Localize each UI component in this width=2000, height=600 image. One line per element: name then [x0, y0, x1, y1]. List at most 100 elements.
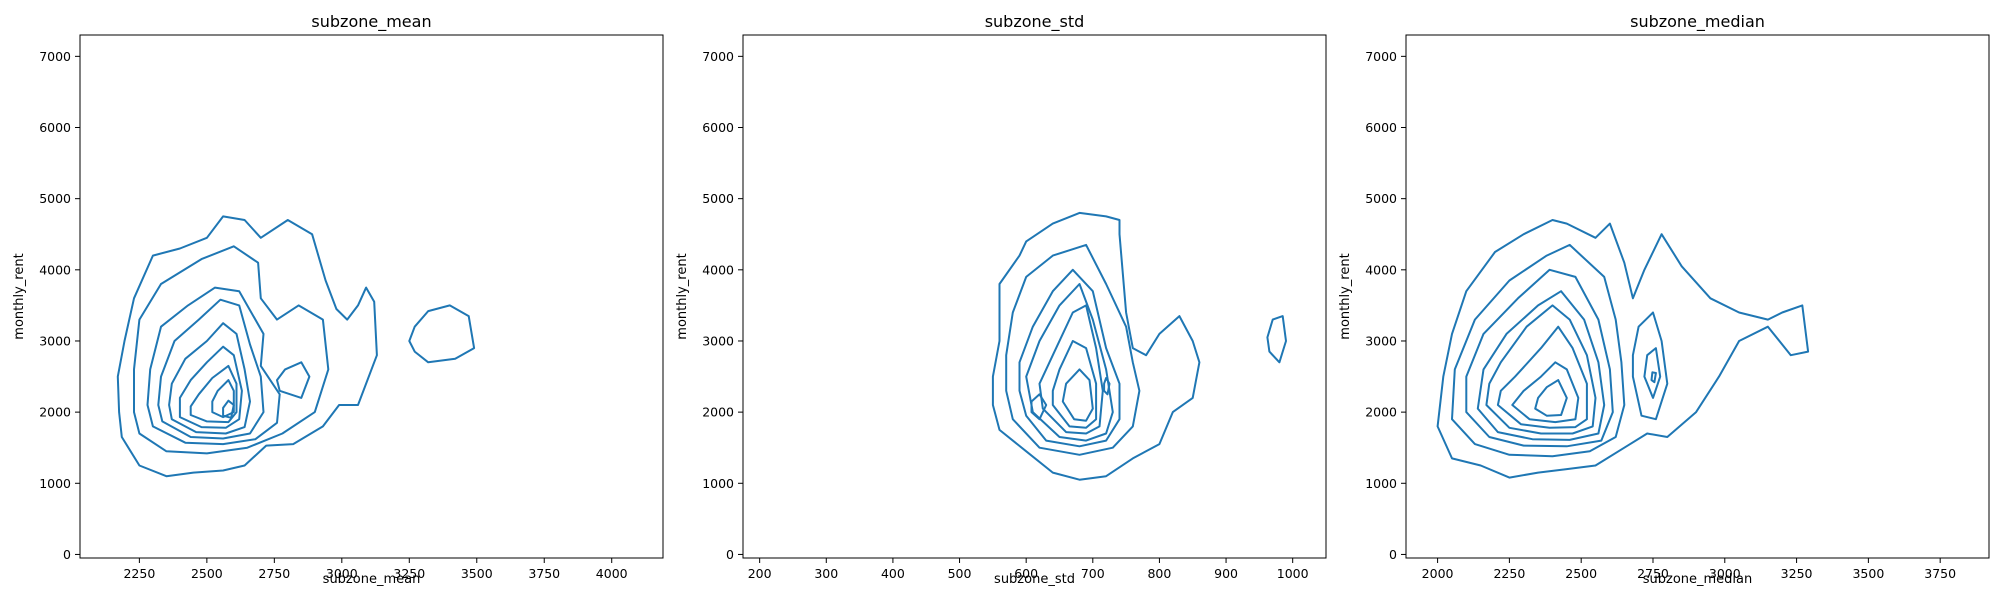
- y-tick-label: 3000: [1365, 333, 1397, 348]
- contour-line-6: [1496, 325, 1588, 429]
- kde-contours: [1436, 219, 1810, 479]
- y-tick-label: 6000: [39, 120, 71, 135]
- x-tick-label: 400: [881, 566, 905, 581]
- contour-line-3: [146, 286, 281, 446]
- y-tick-label: 0: [726, 547, 734, 562]
- contour-line-5: [168, 322, 251, 435]
- y-axis-label: monthly_rent: [675, 253, 690, 339]
- x-tick-label: 3750: [1924, 566, 1956, 581]
- plot-area-frame: [79, 34, 664, 559]
- x-tick-label: 2500: [1565, 566, 1597, 581]
- x-tick-label: 2750: [1637, 566, 1669, 581]
- x-tick-label: 1000: [1277, 566, 1309, 581]
- x-tick-label: 3000: [326, 566, 358, 581]
- contour-line-1: [1436, 219, 1810, 479]
- y-tick-label: 3000: [39, 333, 71, 348]
- subplot-subzone-median: subzone_median subzone_median monthly_re…: [1338, 12, 1990, 587]
- panel-title: subzone_median: [1630, 12, 1765, 32]
- contour-line-10: [1643, 347, 1662, 399]
- contour-line-8: [1534, 379, 1568, 417]
- contour-line-8: [1030, 393, 1048, 421]
- x-axis-label: subzone_mean: [323, 572, 421, 587]
- y-tick-label: 4000: [1365, 262, 1397, 277]
- contour-line-1: [991, 211, 1201, 481]
- x-tick-label: 700: [1081, 566, 1105, 581]
- ticks: 2250 2500 2750 3000 3250 3500 3750 4000 0 1000 200…: [39, 49, 627, 581]
- ticks: 2000 2250 2500 2750 3000 3250 3500 3750 0 1000 200…: [1365, 49, 1956, 581]
- x-tick-label: 800: [1147, 566, 1171, 581]
- contour-line-10: [276, 361, 311, 399]
- contour-line-5: [1485, 304, 1597, 435]
- contour-line-3: [1465, 268, 1614, 448]
- y-tick-label: 5000: [1365, 191, 1397, 206]
- y-tick-label: 1000: [702, 476, 734, 491]
- contour-line-1: [116, 215, 378, 478]
- x-axis-label: subzone_std: [994, 572, 1075, 587]
- contour-line-9: [1103, 377, 1111, 396]
- x-tick-label: 600: [1014, 566, 1038, 581]
- y-tick-label: 6000: [1365, 120, 1397, 135]
- y-tick-label: 3000: [702, 333, 734, 348]
- contour-line-9: [1631, 311, 1669, 421]
- y-tick-label: 2000: [39, 405, 71, 420]
- x-tick-label: 3250: [393, 566, 425, 581]
- x-tick-label: 3500: [461, 566, 493, 581]
- y-tick-label: 1000: [39, 476, 71, 491]
- plot-area-frame: [742, 34, 1327, 559]
- kde-contours: [116, 215, 476, 478]
- x-tick-label: 3500: [1852, 566, 1884, 581]
- subplot-subzone-std: subzone_std subzone_std monthly_rent 200…: [675, 12, 1327, 587]
- panel-title: subzone_mean: [311, 12, 431, 32]
- contour-line-11: [1650, 371, 1657, 384]
- y-tick-label: 4000: [39, 262, 71, 277]
- y-tick-label: 4000: [702, 262, 734, 277]
- y-tick-label: 0: [1389, 547, 1397, 562]
- ticks: 200 300 400 500 600 700 800 900 1000 0 1000 2000 300…: [702, 49, 1308, 581]
- y-tick-label: 6000: [702, 120, 734, 135]
- x-tick-label: 4000: [596, 566, 628, 581]
- contour-line-11: [408, 304, 476, 364]
- y-tick-label: 0: [63, 547, 71, 562]
- x-tick-label: 3250: [1781, 566, 1813, 581]
- subplot-subzone-mean: subzone_mean subzone_mean monthly_rent 2…: [12, 12, 664, 587]
- x-tick-label: 500: [948, 566, 972, 581]
- x-tick-label: 3000: [1709, 566, 1741, 581]
- x-tick-label: 900: [1214, 566, 1238, 581]
- panel-title: subzone_std: [985, 12, 1085, 32]
- kde-contours: [991, 211, 1287, 481]
- x-tick-label: 300: [814, 566, 838, 581]
- x-tick-label: 2000: [1422, 566, 1454, 581]
- contour-line-7: [1061, 368, 1094, 422]
- y-tick-label: 1000: [1365, 476, 1397, 491]
- y-tick-label: 7000: [39, 49, 71, 64]
- y-tick-label: 2000: [702, 405, 734, 420]
- y-tick-label: 5000: [39, 191, 71, 206]
- contour-line-2: [1451, 243, 1626, 458]
- x-tick-label: 2750: [258, 566, 290, 581]
- plot-area-frame: [1405, 34, 1990, 559]
- x-tick-label: 200: [748, 566, 772, 581]
- x-tick-label: 2250: [123, 566, 155, 581]
- contour-line-2: [133, 245, 330, 455]
- y-tick-label: 5000: [702, 191, 734, 206]
- contour-line-4: [1476, 290, 1606, 441]
- y-tick-label: 7000: [702, 49, 734, 64]
- x-axis-label: subzone_median: [1643, 572, 1753, 587]
- x-tick-label: 2250: [1493, 566, 1525, 581]
- contour-line-3: [1018, 268, 1121, 448]
- contour-line-9: [222, 399, 235, 419]
- contour-line-2: [1005, 243, 1141, 456]
- x-tick-label: 3750: [528, 566, 560, 581]
- contour-line-4: [1025, 283, 1114, 442]
- contour-line-6: [178, 345, 243, 429]
- y-tick-label: 2000: [1365, 405, 1397, 420]
- contour-line-6: [1051, 340, 1098, 429]
- contour-line-5: [1038, 304, 1104, 435]
- contour-line-4: [157, 298, 265, 440]
- y-tick-label: 7000: [1365, 49, 1397, 64]
- contour-line-7: [189, 364, 238, 424]
- y-axis-label: monthly_rent: [12, 253, 27, 339]
- contour-line-10: [1266, 315, 1287, 364]
- contour-line-7: [1511, 361, 1580, 424]
